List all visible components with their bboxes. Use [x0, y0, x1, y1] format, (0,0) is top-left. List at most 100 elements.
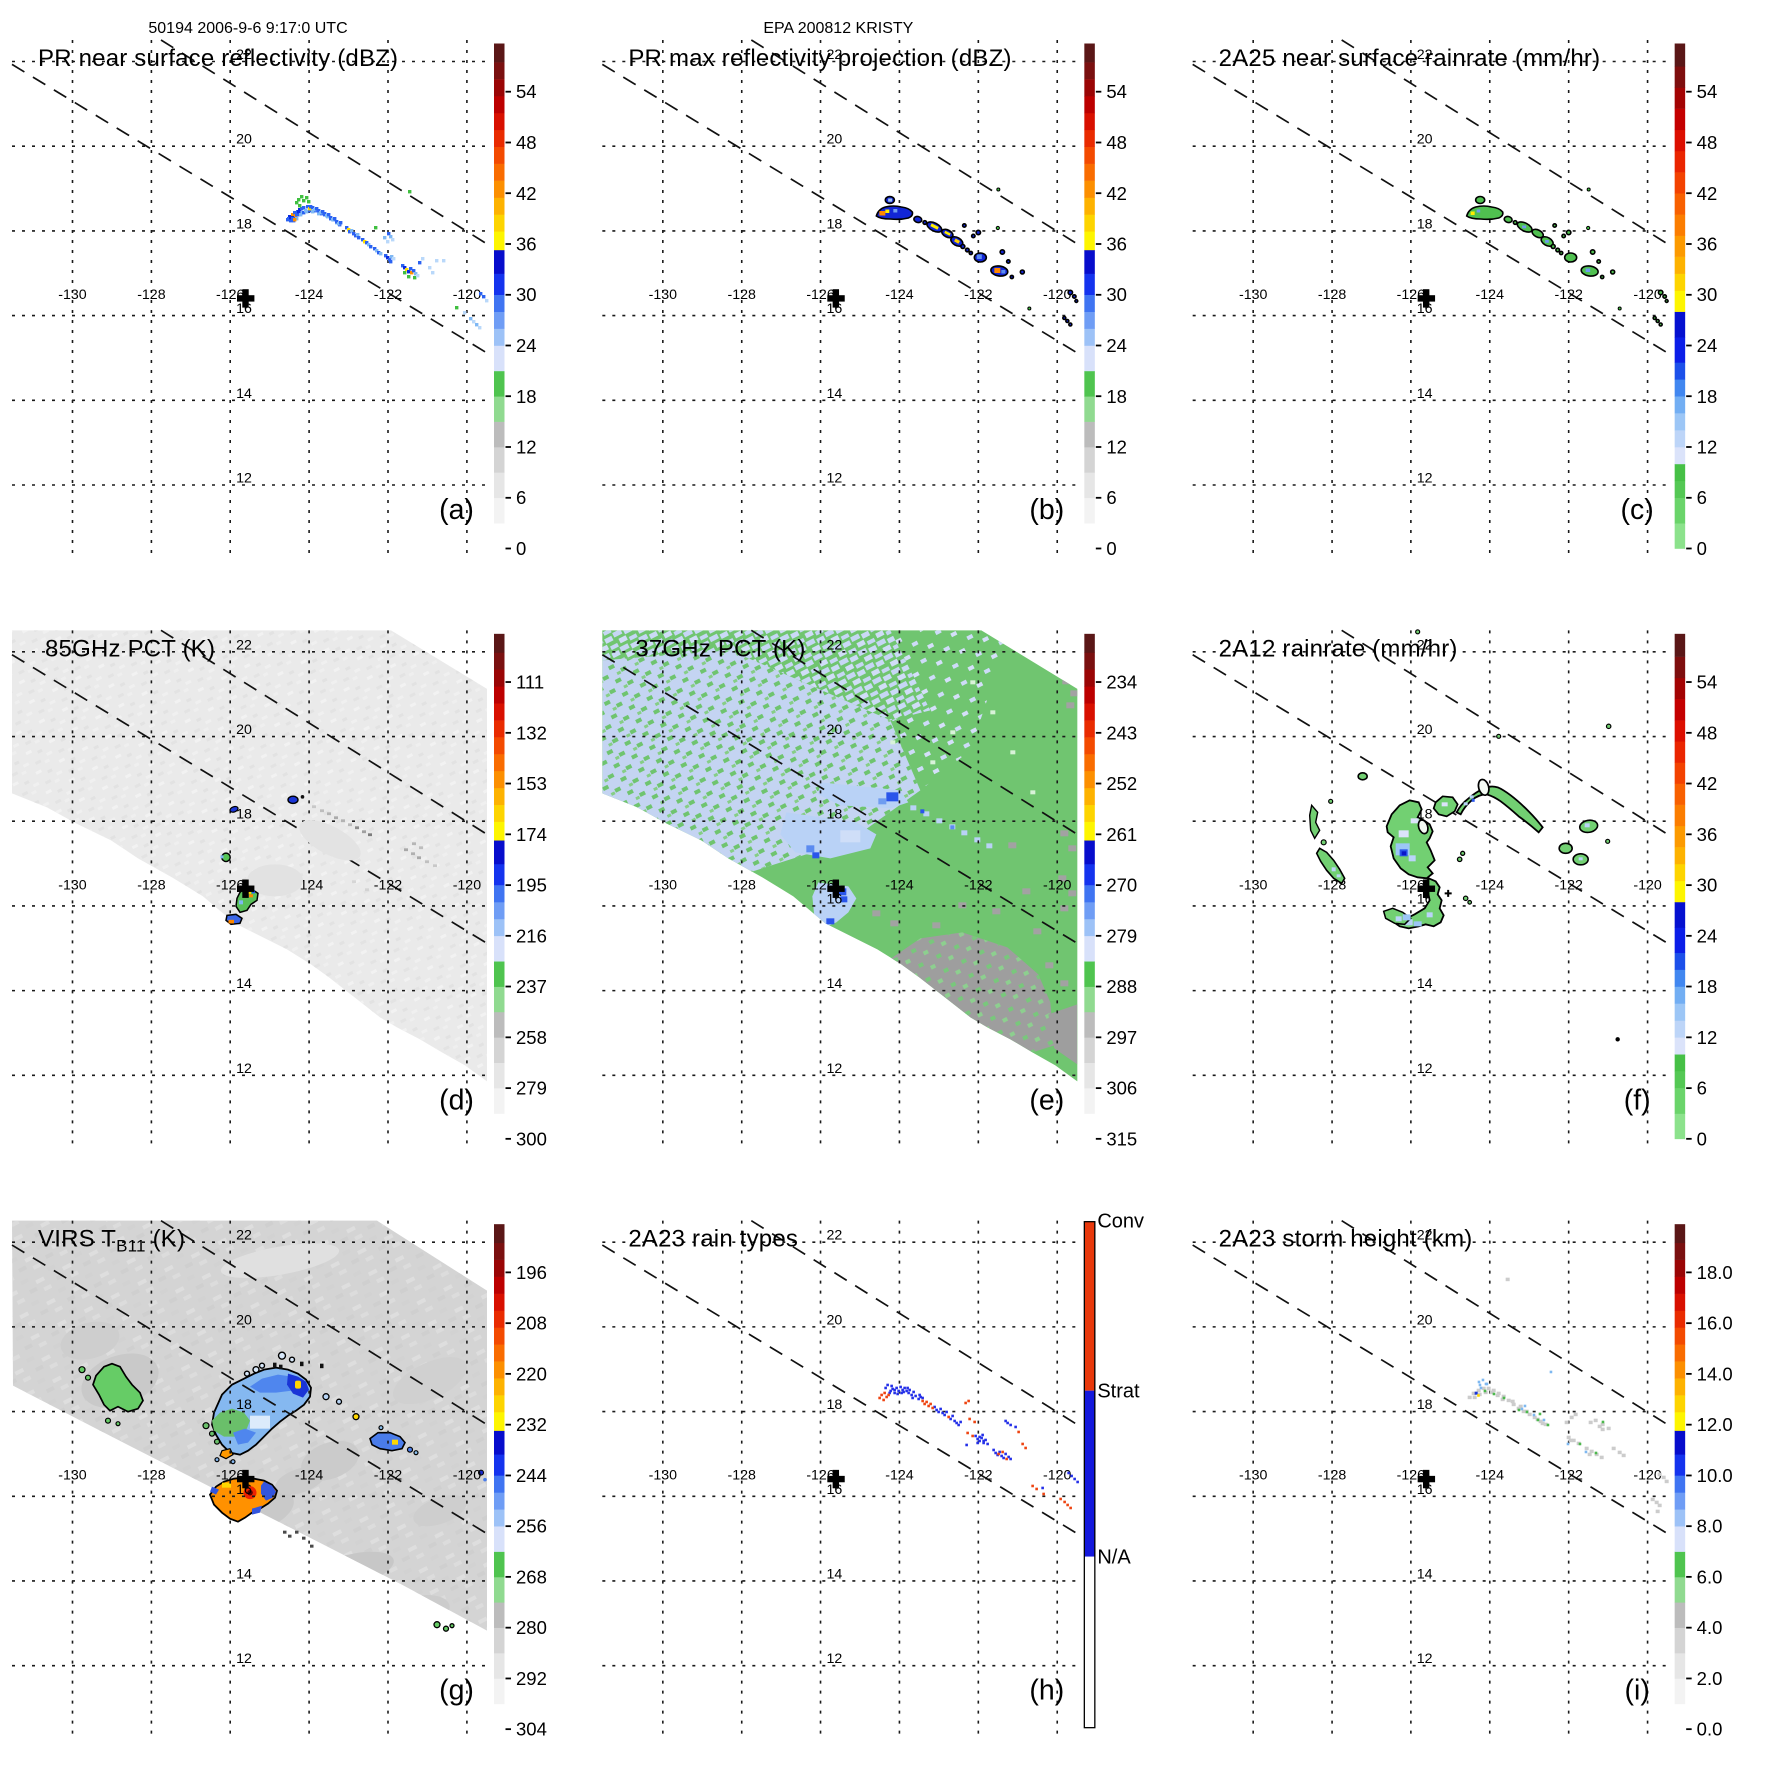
- svg-text:14.0: 14.0: [1697, 1363, 1733, 1384]
- svg-text:12: 12: [826, 1651, 842, 1667]
- svg-text:-128: -128: [728, 877, 757, 893]
- svg-text:18.0: 18.0: [1697, 1262, 1733, 1283]
- svg-text:8.0: 8.0: [1697, 1516, 1723, 1537]
- svg-text:0: 0: [1697, 538, 1707, 559]
- svg-text:306: 306: [1106, 1078, 1137, 1099]
- svg-text:18: 18: [516, 386, 537, 407]
- svg-text:18: 18: [1697, 976, 1718, 997]
- svg-text:48: 48: [1697, 132, 1718, 153]
- svg-text:12: 12: [826, 1061, 842, 1077]
- svg-text:30: 30: [516, 284, 537, 305]
- svg-text:10.0: 10.0: [1697, 1465, 1733, 1486]
- svg-text:18: 18: [1417, 216, 1433, 232]
- svg-text:16.0: 16.0: [1697, 1313, 1733, 1334]
- svg-text:54: 54: [516, 81, 537, 102]
- svg-text:-130: -130: [1239, 877, 1268, 893]
- svg-text:48: 48: [1697, 722, 1718, 743]
- svg-text:42: 42: [516, 183, 537, 204]
- svg-text:12: 12: [236, 471, 252, 487]
- svg-text:85GHz PCT (K): 85GHz PCT (K): [45, 635, 215, 662]
- svg-text:2.0: 2.0: [1697, 1668, 1723, 1689]
- svg-text:48: 48: [516, 132, 537, 153]
- svg-text:(e): (e): [1029, 1084, 1064, 1116]
- svg-text:30: 30: [1697, 284, 1718, 305]
- svg-text:2A23 rain types: 2A23 rain types: [628, 1226, 798, 1253]
- svg-text:0.0: 0.0: [1697, 1719, 1723, 1740]
- svg-text:14: 14: [1417, 386, 1433, 402]
- svg-text:42: 42: [1697, 183, 1718, 204]
- svg-text:22: 22: [826, 637, 842, 653]
- svg-text:18: 18: [236, 1397, 252, 1413]
- svg-text:-128: -128: [728, 287, 757, 303]
- svg-text:20: 20: [826, 132, 842, 148]
- svg-text:208: 208: [516, 1313, 547, 1334]
- svg-text:42: 42: [1106, 183, 1127, 204]
- svg-text:-124: -124: [295, 287, 324, 303]
- svg-text:279: 279: [1106, 925, 1137, 946]
- svg-text:-130: -130: [58, 1468, 87, 1484]
- svg-text:-128: -128: [728, 1468, 757, 1484]
- svg-text:22: 22: [236, 637, 252, 653]
- svg-text:-122: -122: [964, 287, 993, 303]
- svg-text:12: 12: [1417, 1061, 1433, 1077]
- svg-text:196: 196: [516, 1262, 547, 1283]
- svg-text:12: 12: [1417, 471, 1433, 487]
- svg-text:20: 20: [236, 722, 252, 738]
- svg-text:256: 256: [516, 1516, 547, 1537]
- svg-text:12: 12: [236, 1651, 252, 1667]
- svg-text:20: 20: [1417, 1312, 1433, 1328]
- svg-text:18: 18: [236, 216, 252, 232]
- svg-text:258: 258: [516, 1027, 547, 1048]
- svg-text:36: 36: [1697, 234, 1718, 255]
- svg-text:-120: -120: [453, 877, 482, 893]
- svg-text:12: 12: [1697, 437, 1718, 458]
- svg-text:237: 237: [516, 976, 547, 997]
- svg-text:-122: -122: [374, 287, 403, 303]
- svg-text:0: 0: [516, 538, 526, 559]
- svg-text:22: 22: [1417, 637, 1433, 653]
- svg-text:-122: -122: [1554, 1468, 1583, 1484]
- svg-text:-122: -122: [1554, 287, 1583, 303]
- svg-text:288: 288: [1106, 976, 1137, 997]
- svg-text:2A23 storm height (km): 2A23 storm height (km): [1219, 1226, 1473, 1253]
- svg-text:20: 20: [1417, 132, 1433, 148]
- svg-text:54: 54: [1697, 672, 1718, 693]
- svg-text:36: 36: [1106, 234, 1127, 255]
- svg-text:-120: -120: [453, 1468, 482, 1484]
- svg-text:30: 30: [1106, 284, 1127, 305]
- svg-text:-130: -130: [58, 287, 87, 303]
- svg-text:VIRS TB11 (K): VIRS TB11 (K): [38, 1226, 185, 1256]
- svg-text:(f): (f): [1624, 1084, 1651, 1116]
- svg-text:14: 14: [1417, 976, 1433, 992]
- svg-text:-128: -128: [1318, 287, 1347, 303]
- svg-text:(d): (d): [439, 1084, 474, 1116]
- svg-text:37GHz PCT (K): 37GHz PCT (K): [635, 635, 805, 662]
- svg-text:252: 252: [1106, 773, 1137, 794]
- svg-text:-120: -120: [1633, 287, 1662, 303]
- svg-text:Conv: Conv: [1097, 1211, 1144, 1233]
- svg-text:22: 22: [1417, 1228, 1433, 1244]
- svg-text:232: 232: [516, 1414, 547, 1435]
- svg-text:Strat: Strat: [1097, 1381, 1140, 1403]
- svg-text:-124: -124: [885, 1468, 914, 1484]
- svg-text:-124: -124: [885, 287, 914, 303]
- svg-text:-124: -124: [1476, 287, 1505, 303]
- svg-text:6.0: 6.0: [1697, 1566, 1723, 1587]
- svg-text:-120: -120: [1633, 877, 1662, 893]
- svg-text:14: 14: [826, 386, 842, 402]
- svg-text:(a): (a): [439, 494, 474, 526]
- svg-text:48: 48: [1106, 132, 1127, 153]
- svg-text:280: 280: [516, 1617, 547, 1638]
- svg-text:(b): (b): [1029, 494, 1064, 526]
- svg-text:12: 12: [1106, 437, 1127, 458]
- svg-text:18: 18: [1106, 386, 1127, 407]
- svg-text:18: 18: [1697, 386, 1718, 407]
- svg-text:244: 244: [516, 1465, 547, 1486]
- svg-text:153: 153: [516, 773, 547, 794]
- svg-text:20: 20: [236, 132, 252, 148]
- svg-text:12: 12: [1417, 1651, 1433, 1667]
- svg-text:12: 12: [1697, 1027, 1718, 1048]
- svg-text:N/A: N/A: [1097, 1547, 1131, 1569]
- svg-text:174: 174: [516, 824, 547, 845]
- svg-text:24: 24: [1697, 335, 1718, 356]
